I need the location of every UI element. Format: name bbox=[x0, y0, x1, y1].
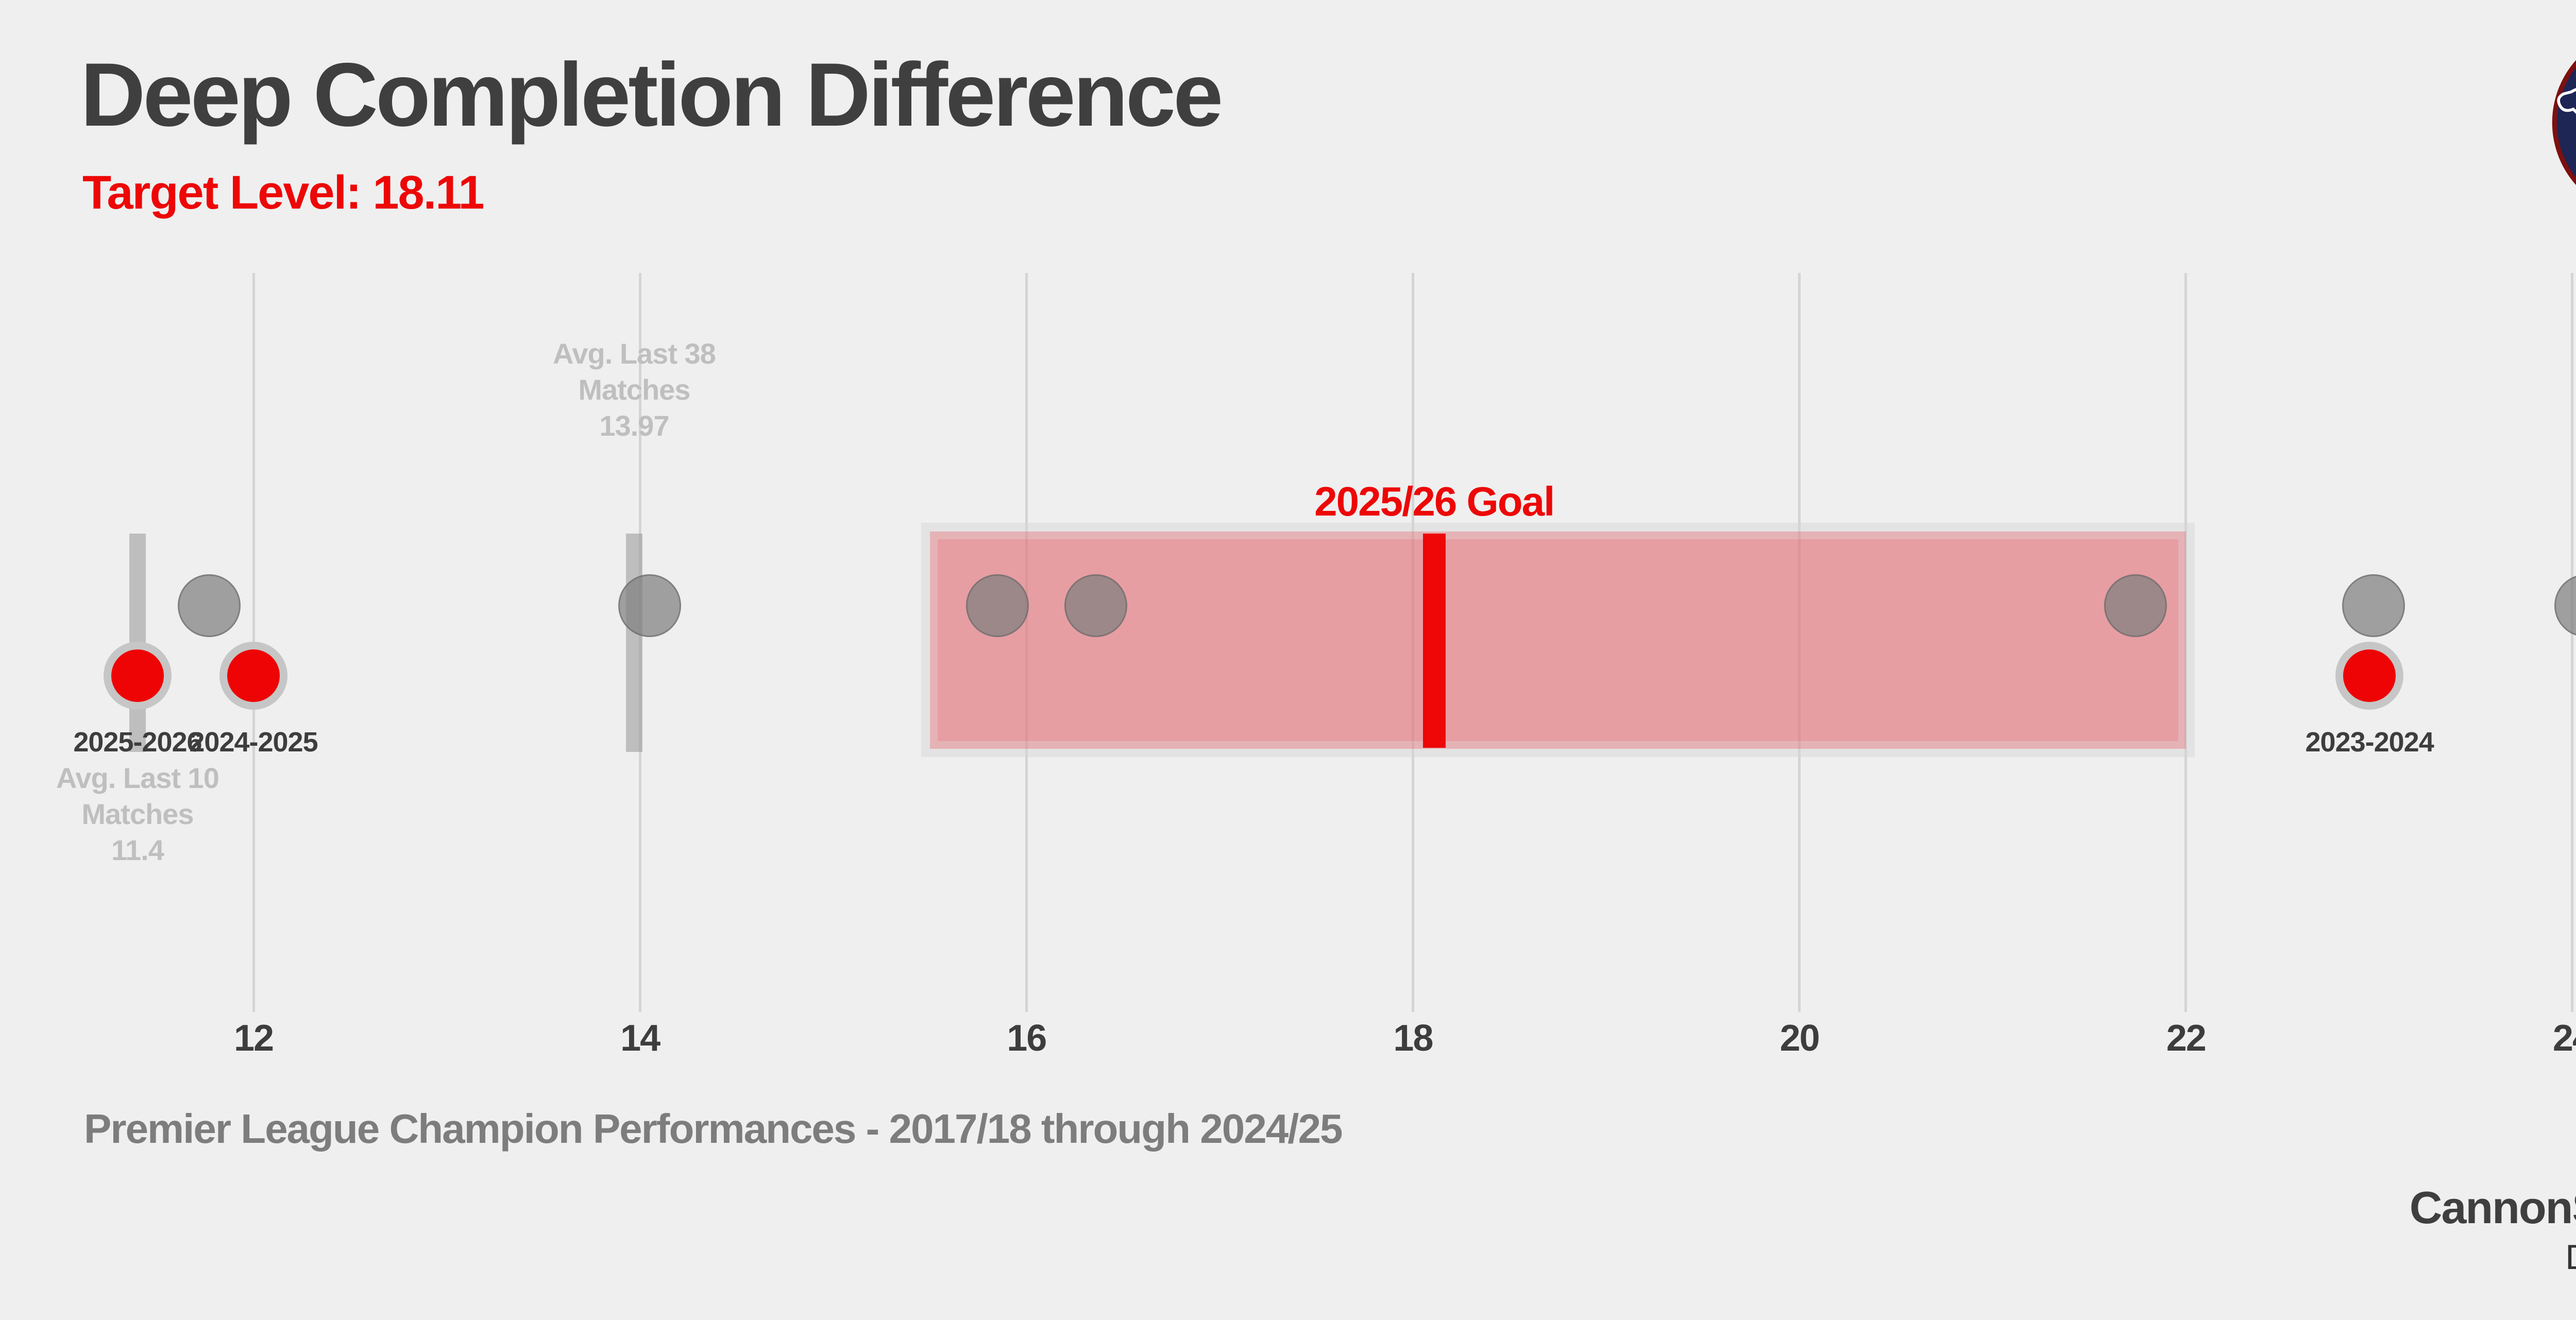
season-label: 2025-2026 bbox=[73, 727, 202, 758]
x-tick-label: 14 bbox=[620, 1018, 660, 1059]
avg-marker-line: Matches bbox=[578, 373, 690, 406]
data-credit: Data via Opta bbox=[2565, 1237, 2576, 1277]
x-gridline bbox=[2184, 273, 2188, 1012]
page-title: Deep Completion Difference bbox=[80, 45, 1223, 145]
cannon-icon bbox=[2557, 88, 2576, 114]
avg-marker-label-avg10: Avg. Last 10 Matches 11.4 bbox=[56, 760, 219, 868]
logo-navy-ring bbox=[2557, 67, 2576, 178]
site-name: CannonStats.com bbox=[2409, 1182, 2576, 1233]
x-tick-label: 22 bbox=[2166, 1018, 2207, 1059]
champion-dot bbox=[2104, 574, 2167, 637]
x-gridline bbox=[1025, 273, 1028, 1012]
champion-dot bbox=[1064, 574, 1128, 637]
target-band bbox=[929, 532, 2186, 749]
champion-dot bbox=[966, 574, 1029, 637]
x-tick-label: 12 bbox=[233, 1018, 274, 1059]
x-gridline bbox=[2571, 273, 2574, 1012]
x-tick-label: 24 bbox=[2552, 1018, 2576, 1059]
goal-line bbox=[1422, 534, 1446, 748]
champion-dot bbox=[2342, 574, 2405, 637]
target-level-subtitle: Target Level: 18.11 bbox=[82, 166, 484, 219]
champion-dot bbox=[177, 574, 241, 637]
x-tick-label: 18 bbox=[1393, 1018, 1433, 1059]
x-tick-label: 16 bbox=[1007, 1018, 1047, 1059]
x-gridline bbox=[1411, 273, 1414, 1012]
target-band-frame bbox=[921, 523, 2195, 757]
x-gridline bbox=[1798, 273, 1801, 1012]
arsenal-dot bbox=[219, 642, 287, 710]
avg-marker-line: Avg. Last 10 bbox=[56, 762, 219, 794]
season-label: 2024-2025 bbox=[189, 727, 318, 758]
arsenal-dot bbox=[2335, 642, 2404, 710]
arsenal-dot bbox=[103, 642, 172, 710]
avg-marker-bar-avg38 bbox=[625, 534, 642, 752]
x-tick-label: 20 bbox=[1780, 1018, 1820, 1059]
axis-caption: Premier League Champion Performances - 2… bbox=[84, 1106, 1343, 1152]
champion-dot bbox=[2554, 574, 2576, 637]
avg-marker-line: Avg. Last 38 bbox=[552, 337, 716, 370]
avg-marker-line: 13.97 bbox=[599, 409, 669, 442]
avg-marker-line: Matches bbox=[81, 798, 194, 830]
avg-marker-line: 11.4 bbox=[111, 834, 164, 866]
goal-label: 2025/26 Goal bbox=[1314, 478, 1555, 524]
season-label: 2023-2024 bbox=[2305, 727, 2434, 758]
cannon-stats-logo: CANNON STATS bbox=[2552, 31, 2576, 185]
champion-dot bbox=[618, 574, 681, 637]
avg-marker-label-avg38: Avg. Last 38 Matches 13.97 bbox=[553, 336, 716, 444]
